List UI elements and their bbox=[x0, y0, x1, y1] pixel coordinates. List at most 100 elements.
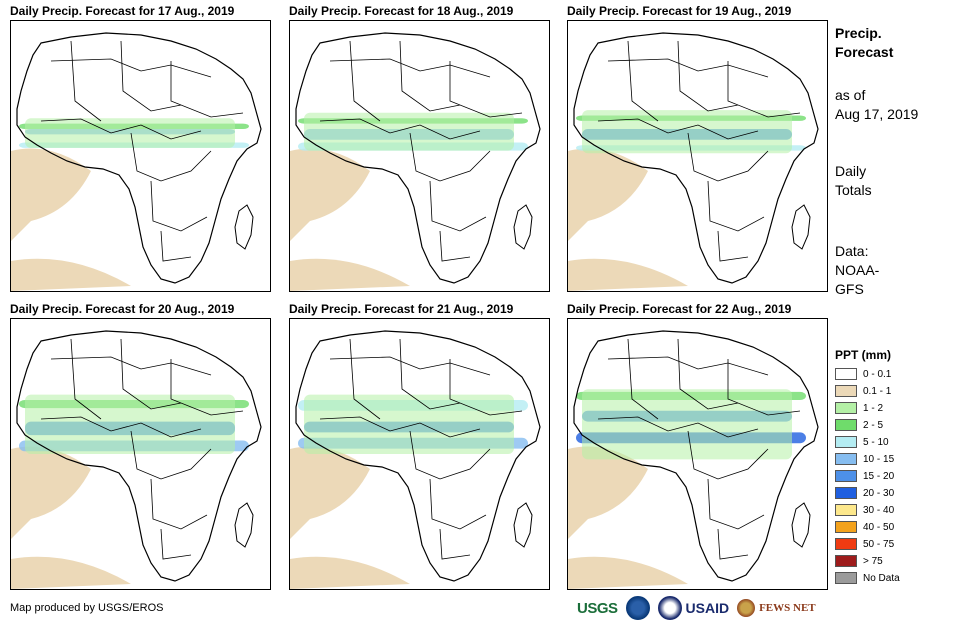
usaid-logo: USAID bbox=[685, 600, 730, 616]
legend-item: 0.1 - 1 bbox=[835, 385, 891, 398]
country-border bbox=[349, 40, 381, 122]
country-border bbox=[120, 338, 182, 410]
country-border bbox=[707, 478, 765, 530]
totals-note: Daily Totals bbox=[835, 163, 872, 198]
dry-area-west bbox=[568, 148, 648, 241]
madagascar-outline bbox=[513, 502, 533, 548]
country-border bbox=[687, 430, 769, 480]
country-border bbox=[687, 132, 769, 182]
legend-item: 2 - 5 bbox=[835, 419, 883, 432]
dry-area-south bbox=[290, 258, 410, 291]
legend-label: 1 - 2 bbox=[863, 403, 884, 414]
country-border bbox=[150, 478, 208, 530]
legend-label: 10 - 15 bbox=[863, 454, 895, 465]
country-border bbox=[319, 118, 481, 140]
legend-swatch bbox=[835, 368, 857, 380]
legend-heading: Precip. Forecast bbox=[835, 25, 894, 60]
legend-label: 40 - 50 bbox=[863, 522, 895, 533]
country-border bbox=[50, 356, 212, 376]
legend-item: 20 - 30 bbox=[835, 487, 894, 500]
dry-area-south bbox=[290, 556, 410, 589]
madagascar-outline bbox=[234, 502, 254, 548]
country-border bbox=[170, 61, 244, 118]
credit-text: Map produced by USGS/EROS bbox=[10, 602, 164, 614]
legend-swatch bbox=[835, 436, 857, 448]
legend-swatch bbox=[835, 402, 857, 414]
legend-item: 30 - 40 bbox=[835, 504, 894, 517]
legend-item: 0 - 0.1 bbox=[835, 368, 891, 381]
precip-map bbox=[10, 20, 271, 292]
panel-title: Daily Precip. Forecast for 22 Aug., 2019 bbox=[567, 302, 792, 316]
country-border bbox=[707, 180, 765, 232]
precip-map bbox=[289, 20, 550, 292]
africa-outline bbox=[16, 32, 262, 284]
country-border bbox=[449, 61, 523, 118]
country-border bbox=[40, 416, 202, 438]
country-border bbox=[627, 338, 659, 420]
country-border bbox=[727, 61, 801, 118]
legend-label: 5 - 10 bbox=[863, 437, 889, 448]
country-border bbox=[160, 230, 192, 262]
africa-outline bbox=[295, 330, 541, 582]
country-border bbox=[429, 478, 487, 530]
panel-title: Daily Precip. Forecast for 17 Aug., 2019 bbox=[10, 4, 235, 18]
dry-area-west bbox=[11, 446, 91, 539]
legend-swatch bbox=[835, 419, 857, 431]
legend-swatch bbox=[835, 521, 857, 533]
legend-item: 40 - 50 bbox=[835, 521, 894, 534]
country-border bbox=[130, 132, 212, 182]
forecast-panel-5: Daily Precip. Forecast for 21 Aug., 2019 bbox=[289, 302, 551, 590]
dry-area-west bbox=[11, 148, 91, 241]
country-border bbox=[717, 528, 749, 560]
country-border bbox=[70, 338, 102, 420]
madagascar-outline bbox=[791, 204, 811, 250]
country-border bbox=[399, 338, 461, 410]
legend-label: No Data bbox=[863, 573, 900, 584]
country-border bbox=[677, 40, 739, 112]
legend-swatch bbox=[835, 555, 857, 567]
madagascar-outline bbox=[513, 204, 533, 250]
panel-title: Daily Precip. Forecast for 18 Aug., 2019 bbox=[289, 4, 514, 18]
forecast-panel-6: Daily Precip. Forecast for 22 Aug., 2019 bbox=[567, 302, 829, 590]
country-border bbox=[130, 430, 212, 480]
forecast-panel-4: Daily Precip. Forecast for 20 Aug., 2019 bbox=[10, 302, 272, 590]
fewsnet-globe-icon bbox=[737, 599, 756, 617]
country-border bbox=[439, 230, 471, 262]
country-border bbox=[150, 180, 208, 232]
forecast-panel-2: Daily Precip. Forecast for 18 Aug., 2019 bbox=[289, 4, 551, 292]
legend-item: 15 - 20 bbox=[835, 470, 894, 483]
country-border bbox=[717, 230, 749, 262]
legend-swatch bbox=[835, 504, 857, 516]
legend-label: 20 - 30 bbox=[863, 488, 895, 499]
panel-title: Daily Precip. Forecast for 19 Aug., 2019 bbox=[567, 4, 792, 18]
country-border bbox=[329, 356, 491, 376]
precip-map bbox=[10, 318, 271, 590]
precip-map bbox=[567, 318, 828, 590]
rain-band bbox=[582, 110, 792, 154]
country-border bbox=[597, 118, 759, 140]
legend-swatch bbox=[835, 453, 857, 465]
noaa-logo-icon bbox=[625, 596, 650, 620]
country-border bbox=[40, 118, 202, 140]
country-border bbox=[607, 356, 769, 376]
forecast-panel-3: Daily Precip. Forecast for 19 Aug., 2019 bbox=[567, 4, 829, 292]
legend-label: 50 - 75 bbox=[863, 539, 895, 550]
africa-outline bbox=[573, 330, 819, 582]
country-border bbox=[429, 180, 487, 232]
legend-item: 5 - 10 bbox=[835, 436, 889, 449]
usgs-logo: USGS bbox=[577, 599, 618, 617]
africa-outline bbox=[16, 330, 262, 582]
legend-swatch bbox=[835, 572, 857, 584]
dry-area-south bbox=[11, 556, 131, 589]
legend-label: 0 - 0.1 bbox=[863, 369, 892, 380]
legend-label: 0.1 - 1 bbox=[863, 386, 892, 397]
precip-map bbox=[289, 318, 550, 590]
legend-label: 15 - 20 bbox=[863, 471, 895, 482]
country-border bbox=[677, 338, 739, 410]
legend-label: 2 - 5 bbox=[863, 420, 884, 431]
country-border bbox=[329, 58, 491, 78]
dry-area-west bbox=[568, 446, 648, 539]
forecast-date: as of Aug 17, 2019 bbox=[835, 87, 919, 122]
legend-swatch bbox=[835, 538, 857, 550]
legend-title: PPT (mm) bbox=[835, 348, 892, 362]
